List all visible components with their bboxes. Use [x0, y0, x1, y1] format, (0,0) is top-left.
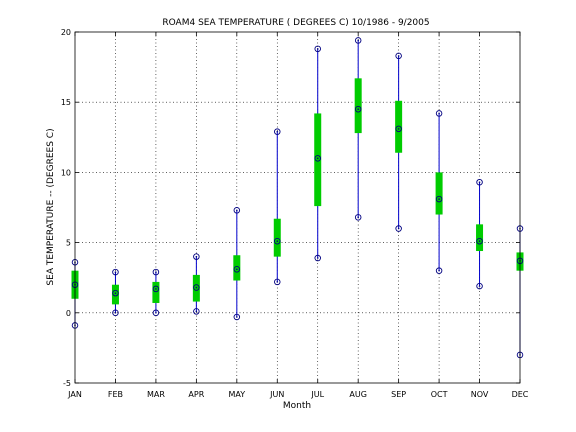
iqr-box [314, 113, 322, 207]
max-marker [354, 37, 362, 44]
x-tick-label: JAN [67, 390, 82, 399]
max-marker [193, 253, 200, 260]
y-tick-label: -5 [63, 379, 71, 388]
y-tick-label: 0 [66, 309, 71, 318]
min-marker [152, 309, 160, 317]
x-tick-label: SEP [391, 390, 406, 399]
min-marker [193, 308, 200, 315]
median-marker [314, 155, 321, 162]
max-marker-dot [357, 39, 359, 42]
max-marker-dot [155, 271, 157, 273]
max-marker-dot [114, 271, 117, 273]
max-marker-dot [316, 48, 319, 50]
iqr-box [273, 218, 281, 257]
median-marker-dot [478, 240, 481, 242]
iqr-box [354, 78, 362, 134]
max-marker-dot [397, 55, 400, 57]
x-tick-label: MAR [147, 390, 165, 399]
y-axis-label: SEA TEMPERATURE -- (DEGREES C) [46, 128, 56, 285]
max-marker-dot [195, 255, 198, 258]
x-tick-label: JUN [269, 390, 284, 399]
max-marker-dot [438, 112, 440, 115]
x-tick-label: MAY [228, 390, 245, 399]
y-tick-label: 5 [66, 239, 71, 248]
max-marker [314, 45, 321, 53]
min-marker-dot [397, 227, 400, 230]
y-tick-label: 10 [61, 168, 71, 177]
max-marker [112, 268, 119, 276]
median-marker [193, 284, 200, 291]
median-marker [112, 289, 119, 297]
min-marker [274, 278, 281, 286]
gridlines [75, 32, 520, 383]
min-marker-dot [438, 269, 440, 272]
median-marker [152, 285, 160, 293]
min-marker [354, 214, 362, 221]
min-marker-dot [478, 285, 481, 287]
iqr-box [435, 172, 443, 215]
median-marker [354, 105, 362, 113]
x-tick-label: DEC [512, 390, 529, 399]
min-marker-dot [276, 281, 279, 283]
min-marker-dot [114, 312, 117, 314]
iqr-box [152, 281, 160, 303]
iqr-box [476, 224, 484, 252]
x-tick-label: JUL [310, 390, 324, 399]
iqr-box [395, 100, 403, 153]
median-marker-dot [155, 288, 157, 290]
min-marker [476, 282, 483, 290]
min-marker-dot [316, 257, 319, 259]
min-marker [314, 254, 321, 262]
y-tick-label: 15 [61, 98, 71, 107]
min-marker [233, 313, 241, 321]
x-tick-label: AUG [349, 390, 367, 399]
median-marker [435, 195, 443, 203]
min-marker [395, 225, 402, 232]
plot-area-frame [74, 31, 521, 384]
median-marker-dot [357, 108, 359, 111]
max-marker-dot [276, 130, 279, 133]
axes: JAN FEB MAR APR MAY JUN JUL AUG SEP OCT NOV DEC -5 0 5… [61, 28, 529, 399]
median-marker-dot [276, 240, 279, 242]
min-marker [112, 309, 119, 317]
median-marker-dot [438, 198, 440, 200]
y-tick-label: 20 [61, 28, 71, 37]
iqr-box [111, 284, 119, 305]
median-marker [274, 237, 281, 245]
max-marker [152, 268, 160, 276]
max-marker-dot [236, 209, 238, 212]
max-marker-dot [478, 181, 481, 184]
iqr-box [233, 255, 241, 281]
median-marker-dot [114, 292, 117, 294]
median-marker [476, 237, 483, 245]
min-marker-dot [195, 310, 198, 313]
max-marker [233, 207, 241, 214]
data-marks [71, 37, 524, 359]
x-tick-label: APR [188, 390, 204, 399]
x-tick-label: FEB [108, 390, 123, 399]
median-marker-dot [236, 268, 238, 271]
chart-title: ROAM4 SEA TEMPERATURE ( DEGREES C) 10/19… [162, 18, 429, 28]
min-marker-dot [155, 312, 157, 314]
x-tick-label: NOV [471, 390, 489, 399]
max-marker [395, 52, 402, 60]
median-marker [233, 266, 241, 273]
median-marker-dot [316, 157, 319, 160]
min-marker-dot [357, 216, 359, 219]
x-tick-label: OCT [431, 390, 448, 399]
x-axis-label: Month [283, 401, 311, 411]
median-marker-dot [195, 286, 198, 289]
max-marker [435, 110, 443, 117]
median-marker [395, 125, 402, 133]
median-marker-dot [397, 128, 400, 130]
min-marker-dot [236, 316, 238, 318]
max-marker [274, 128, 281, 135]
min-marker [435, 267, 443, 274]
max-marker [476, 178, 483, 186]
